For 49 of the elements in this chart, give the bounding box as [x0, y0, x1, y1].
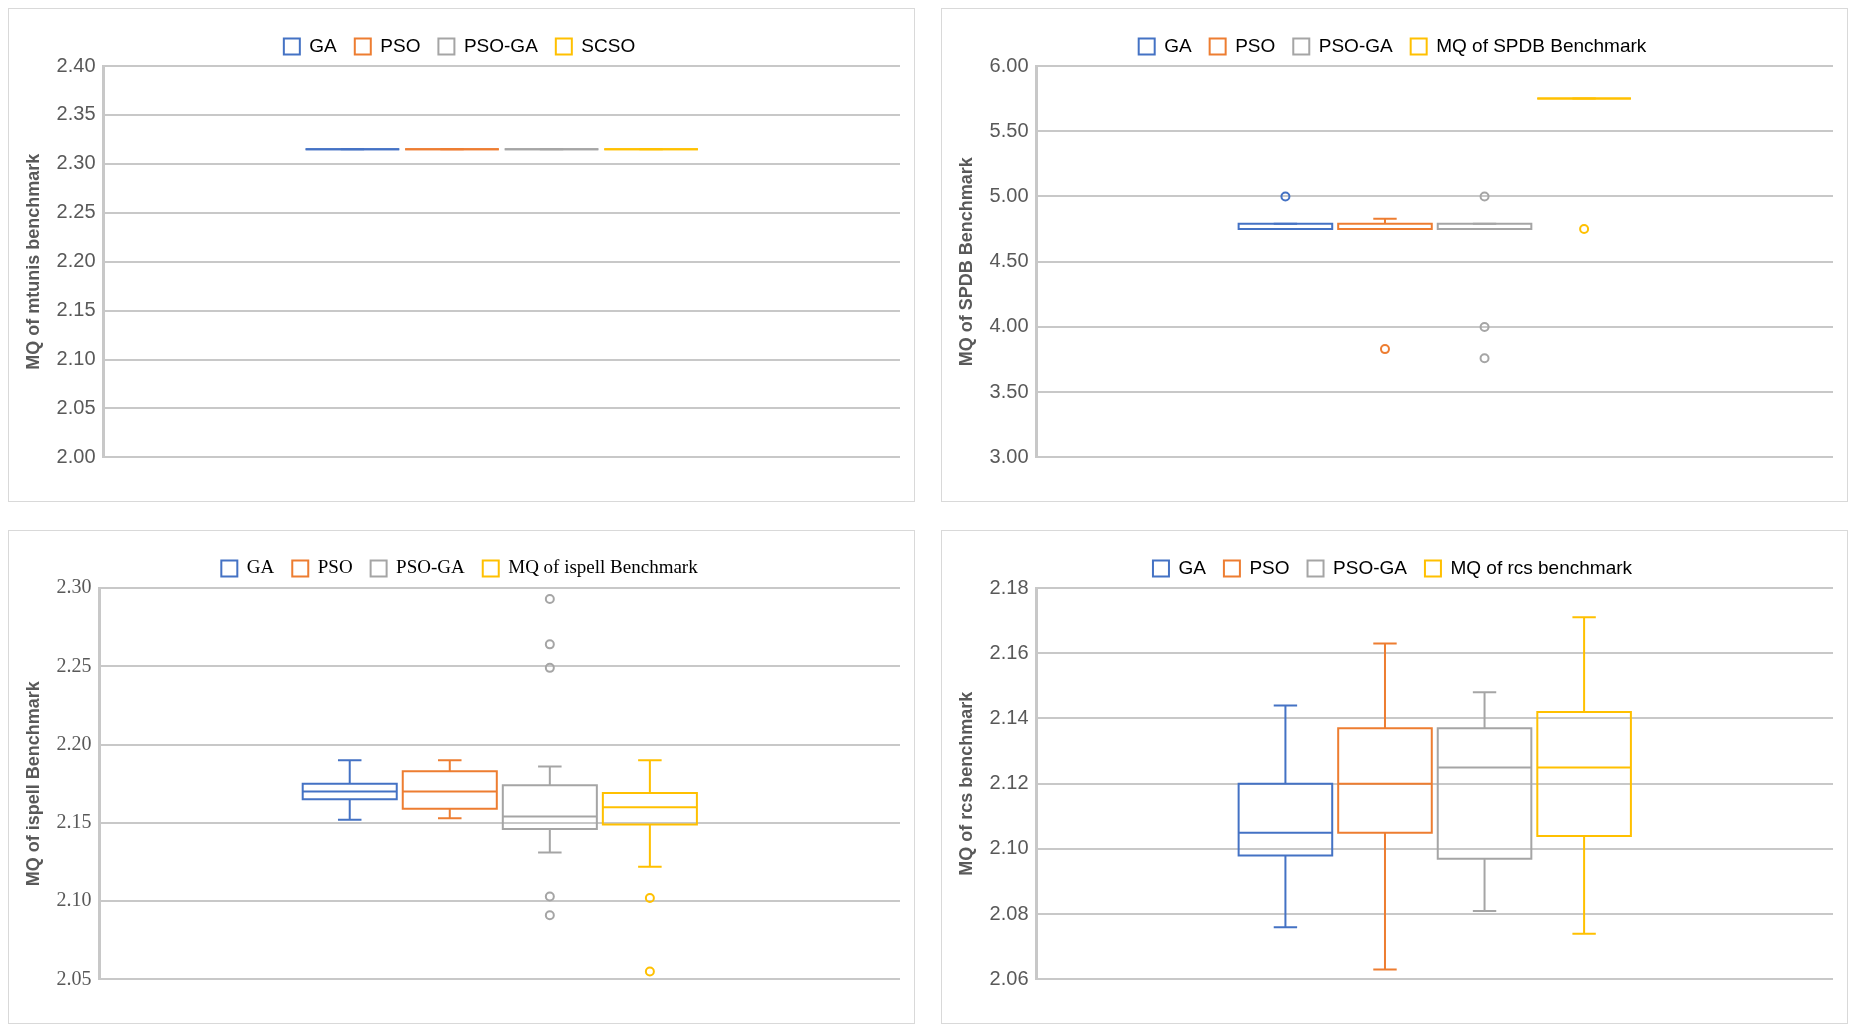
y-tick-label: 4.50 [989, 249, 1029, 272]
y-tick-label: 2.05 [56, 966, 92, 989]
y-tick-label: 2.08 [989, 901, 1029, 924]
y-tick-label: 2.18 [989, 575, 1029, 598]
legend-label: GA [309, 34, 338, 56]
y-tick-label: 2.20 [56, 249, 96, 272]
legend-label: GA [1164, 34, 1192, 56]
y-tick-label: 2.14 [989, 705, 1029, 728]
y-tick-label: 2.16 [989, 640, 1029, 663]
y-axis-title: MQ of mtunis benchmark [22, 152, 43, 370]
y-tick-label: 2.30 [56, 151, 96, 174]
legend-label: PSO [380, 34, 421, 56]
y-tick-label: 2.35 [56, 102, 96, 125]
legend-label: PSO-GA [463, 34, 539, 56]
y-axis-title: MQ of SPDB Benchmark [955, 156, 976, 367]
y-tick-label: 2.10 [56, 888, 92, 911]
y-tick-label: 5.00 [989, 183, 1029, 206]
legend-label: PSO [1235, 34, 1276, 56]
legend-label: GA [1178, 556, 1207, 578]
y-tick-label: 2.05 [56, 395, 96, 418]
y-axis-title: MQ of rcs benchmark [955, 690, 976, 876]
y-tick-label: 2.06 [989, 966, 1029, 989]
y-tick-label: 2.15 [56, 810, 92, 833]
y-tick-label: 2.10 [56, 347, 96, 370]
legend-label: PSO-GA [1333, 556, 1408, 578]
y-tick-label: 2.40 [56, 53, 96, 76]
y-tick-label: 5.50 [989, 118, 1029, 141]
y-tick-label: 3.00 [989, 444, 1029, 467]
y-tick-label: 4.00 [989, 314, 1029, 337]
legend-label: MQ of SPDB Benchmark [1436, 34, 1647, 56]
y-tick-label: 2.25 [56, 653, 92, 676]
legend-label: PSO [1249, 556, 1290, 578]
legend-label: GA [246, 556, 275, 578]
legend-label: SCSO [581, 34, 636, 56]
y-tick-label: 6.00 [989, 53, 1029, 76]
legend-label: MQ of rcs benchmark [1450, 556, 1633, 578]
y-tick-label: 2.00 [56, 444, 96, 467]
y-axis-title: MQ of ispell Benchmark [22, 680, 43, 887]
y-tick-label: 2.12 [989, 771, 1029, 794]
legend-label: MQ of ispell Benchmark [508, 556, 699, 578]
y-tick-label: 2.15 [56, 298, 96, 321]
y-tick-label: 2.30 [56, 575, 92, 598]
y-tick-label: 2.10 [989, 836, 1029, 859]
y-tick-label: 2.25 [56, 200, 96, 223]
y-tick-label: 2.20 [56, 731, 92, 754]
legend-label: PSO-GA [1318, 34, 1394, 56]
legend-label: PSO-GA [396, 556, 466, 578]
legend-label: PSO [317, 556, 353, 578]
y-tick-label: 3.50 [989, 379, 1029, 402]
